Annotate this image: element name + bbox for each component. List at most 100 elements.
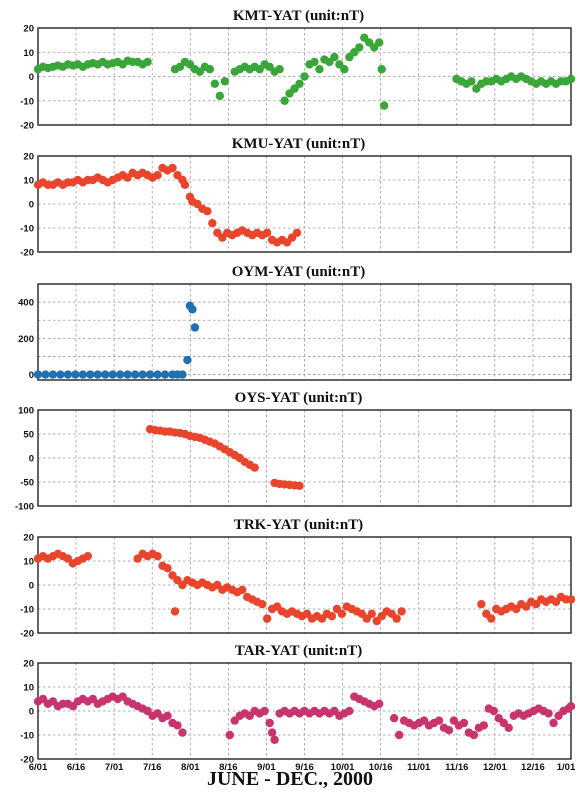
y-tick-label: 0 — [29, 454, 34, 465]
data-point — [168, 163, 177, 173]
data-point — [208, 219, 217, 228]
data-point — [143, 57, 152, 67]
data-point — [504, 723, 513, 732]
y-tick-label: -20 — [20, 121, 34, 132]
data-point — [544, 709, 553, 718]
data-point — [295, 79, 304, 88]
data-point — [265, 718, 274, 728]
plot-frame — [37, 536, 572, 634]
data-point — [489, 706, 498, 716]
data-point — [93, 370, 102, 379]
data-point — [257, 600, 267, 609]
panel-title: TAR-YAT (unit:nT) — [235, 643, 362, 659]
data-point — [180, 180, 190, 189]
data-point — [56, 370, 65, 379]
data-point — [130, 370, 140, 379]
data-point — [101, 370, 110, 379]
data-point — [33, 370, 43, 379]
data-point — [459, 718, 469, 728]
panel-title: OYM-YAT (unit:nT) — [232, 264, 366, 280]
y-tick-label: -100 — [15, 502, 34, 513]
data-point — [83, 552, 93, 561]
data-point — [205, 65, 215, 74]
x-tick-label: 1/01 — [557, 762, 576, 770]
data-point — [170, 607, 180, 616]
x-tick-label: 9/01 — [257, 762, 276, 770]
data-point — [267, 728, 277, 737]
data-point — [41, 370, 50, 379]
x-tick-label: 10/01 — [331, 762, 355, 770]
x-tick-label: 9/16 — [295, 762, 314, 770]
y-tick-label: 0 — [29, 581, 34, 592]
y-tick-label: 20 — [23, 533, 34, 544]
data-point — [160, 370, 170, 379]
data-point — [262, 614, 272, 623]
data-point — [138, 370, 147, 379]
data-point — [394, 730, 404, 740]
x-tick-label: 11/01 — [407, 762, 431, 770]
data-point — [315, 65, 324, 74]
data-point — [153, 171, 162, 180]
y-tick-label: -10 — [20, 96, 34, 107]
data-point — [375, 38, 384, 47]
y-tick-label: 400 — [18, 298, 34, 309]
data-point — [173, 721, 182, 730]
data-point — [340, 65, 349, 74]
data-point — [270, 735, 279, 744]
panel-title: KMT-YAT (unit:nT) — [233, 8, 364, 24]
data-point — [225, 730, 234, 740]
data-point — [392, 614, 401, 623]
data-point — [355, 43, 364, 52]
x-tick-label: 12/01 — [483, 762, 507, 770]
data-point — [275, 65, 284, 74]
data-point — [330, 52, 339, 62]
data-point — [377, 65, 386, 74]
panel-title: KMU-YAT (unit:nT) — [232, 136, 366, 152]
data-point — [71, 370, 80, 379]
data-point — [292, 228, 302, 237]
data-point — [434, 716, 444, 725]
data-point — [178, 728, 187, 737]
data-point — [145, 370, 155, 379]
data-point — [367, 609, 376, 618]
data-point — [153, 370, 162, 379]
y-tick-label: 10 — [23, 557, 34, 568]
data-point — [487, 614, 496, 623]
data-point — [86, 370, 95, 379]
panel-title: TRK-YAT (unit:nT) — [234, 517, 363, 533]
y-tick-label: -10 — [20, 731, 34, 742]
data-point — [444, 726, 454, 735]
data-point — [48, 370, 58, 379]
y-tick-label: -10 — [20, 605, 34, 616]
data-point — [153, 552, 162, 561]
data-point — [250, 463, 259, 472]
figure-footer: JUNE - DEC., 2000 — [206, 768, 374, 790]
x-tick-label: 8/01 — [181, 762, 200, 770]
data-point — [566, 702, 576, 711]
y-tick-label: 20 — [23, 152, 34, 163]
y-tick-label: -20 — [20, 755, 34, 766]
y-tick-label: 0 — [29, 370, 34, 381]
data-point — [108, 370, 117, 379]
y-tick-label: 10 — [23, 48, 34, 59]
data-point — [375, 699, 384, 708]
y-tick-label: -20 — [20, 629, 34, 640]
y-tick-label: 0 — [29, 707, 34, 718]
data-point — [123, 370, 132, 379]
x-tick-label: 11/16 — [445, 762, 468, 770]
y-tick-label: 20 — [23, 659, 34, 670]
data-point — [310, 57, 319, 67]
data-point — [115, 370, 125, 379]
data-point — [163, 711, 172, 720]
data-point — [63, 370, 73, 379]
y-tick-label: 0 — [29, 72, 34, 83]
data-point — [566, 74, 576, 84]
data-point — [220, 77, 229, 86]
data-point — [327, 612, 337, 621]
data-point — [479, 721, 489, 730]
data-point — [467, 77, 476, 86]
y-tick-label: 20 — [23, 24, 34, 35]
data-point — [337, 609, 347, 618]
data-point — [163, 564, 172, 573]
